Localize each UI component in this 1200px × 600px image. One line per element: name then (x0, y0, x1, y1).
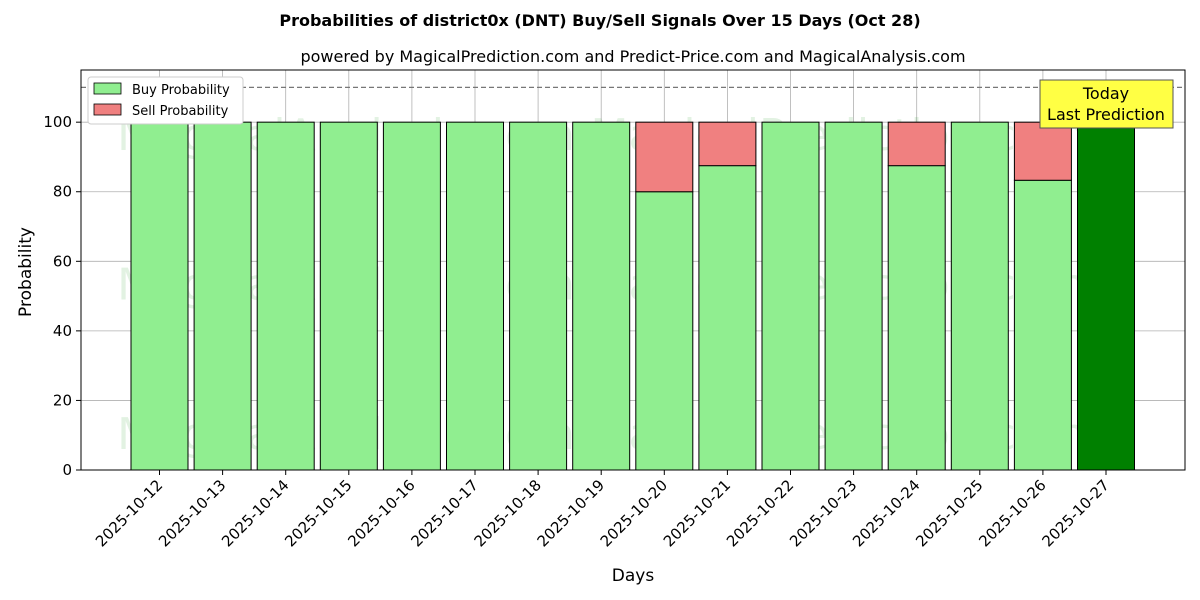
buy-bar (761, 121, 820, 471)
bars (130, 121, 1135, 471)
today-annotation: Today Last Prediction (1039, 79, 1174, 129)
x-tick-label: 2025-10-22 (723, 476, 797, 550)
x-tick-label: 2025-10-16 (344, 476, 418, 550)
sell-bar (887, 121, 946, 167)
sell-bar (635, 121, 694, 193)
buy-bar (130, 121, 189, 471)
x-tick-label: 2025-10-26 (975, 476, 1049, 550)
today-annotation-line2: Last Prediction (1047, 105, 1165, 124)
buy-bar (950, 121, 1009, 471)
buy-bar (193, 121, 252, 471)
y-tick-label: 100 (43, 113, 72, 131)
x-tick-label: 2025-10-25 (912, 476, 986, 550)
buy-bar (1077, 121, 1135, 471)
x-tick-label: 2025-10-27 (1038, 476, 1112, 550)
today-annotation-box (1039, 79, 1174, 129)
x-tick-label: 2025-10-24 (849, 476, 923, 550)
y-tick-label: 60 (53, 252, 72, 270)
y-tick-label: 40 (53, 322, 72, 340)
legend-swatch-buy (93, 82, 122, 95)
x-axis: 2025-10-122025-10-132025-10-142025-10-15… (92, 470, 1113, 550)
x-tick-label: 2025-10-19 (534, 476, 608, 550)
legend-swatch-sell (93, 103, 122, 116)
legend-label-buy: Buy Probability (132, 83, 230, 98)
x-tick-label: 2025-10-21 (660, 476, 734, 550)
x-tick-label: 2025-10-17 (407, 476, 481, 550)
plot-frame (80, 69, 1186, 471)
buy-bar (635, 191, 694, 471)
buy-bar (382, 121, 441, 471)
buy-bar (572, 121, 631, 471)
buy-bar (319, 121, 378, 471)
x-tick-label: 2025-10-13 (155, 476, 229, 550)
x-tick-label: 2025-10-23 (786, 476, 860, 550)
x-tick-label: 2025-10-18 (471, 476, 545, 550)
x-axis-label: Days (612, 566, 655, 586)
y-tick-label: 80 (53, 183, 72, 201)
y-tick-label: 20 (53, 391, 72, 409)
buy-bar (887, 165, 946, 471)
buy-bar (256, 121, 315, 471)
buy-bar (824, 121, 883, 471)
legend: Buy Probability Sell Probability (87, 76, 244, 125)
buy-bar (698, 165, 757, 471)
x-tick-label: 2025-10-14 (218, 476, 292, 550)
x-tick-label: 2025-10-20 (597, 476, 671, 550)
buy-bar (446, 121, 504, 471)
today-annotation-line1: Today (1082, 84, 1129, 103)
y-axis-label: Probability (16, 227, 36, 317)
y-tick-label: 0 (62, 461, 72, 479)
chart-title: Probabilities of district0x (DNT) Buy/Se… (279, 11, 920, 30)
legend-box (87, 76, 244, 125)
chart-subtitle: powered by MagicalPrediction.com and Pre… (300, 47, 965, 66)
sell-bar (698, 121, 757, 167)
buy-bar (509, 121, 568, 471)
sell-bar (1013, 121, 1072, 181)
legend-label-sell: Sell Probability (132, 104, 229, 119)
y-axis: 0 20 40 60 80 100 (43, 113, 81, 479)
buy-bar (1013, 179, 1072, 471)
x-tick-label: 2025-10-12 (92, 476, 166, 550)
x-tick-label: 2025-10-15 (281, 476, 355, 550)
